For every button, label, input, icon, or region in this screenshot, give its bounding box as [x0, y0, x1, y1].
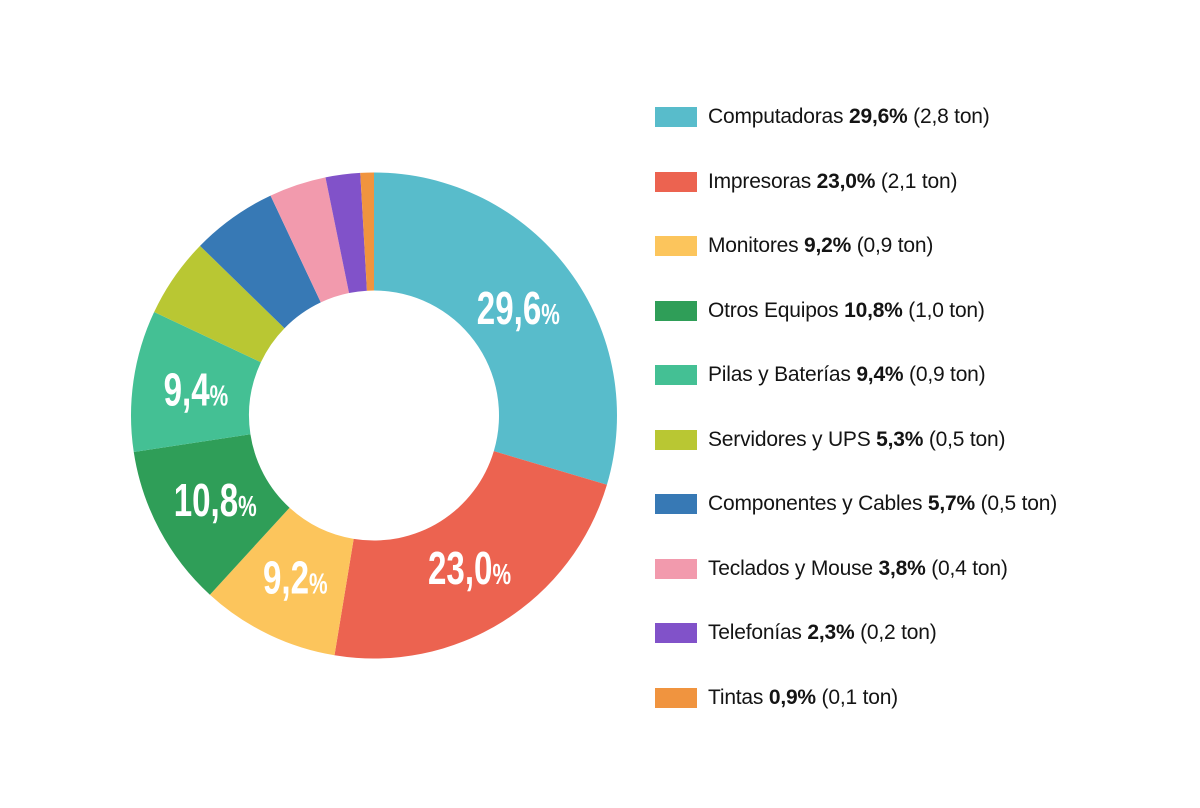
legend-swatch — [655, 365, 697, 386]
legend-label: Pilas y Baterías 9,4% (0,9 ton) — [708, 363, 986, 387]
slice-label-monitores: 9,2% — [263, 553, 328, 603]
pie-slice-monitores — [209, 507, 354, 656]
legend-item-telefonias: Telefonías 2,3% (0,2 ton) — [655, 601, 1057, 666]
legend-item-componentes-y-cables: Componentes y Cables 5,7% (0,5 ton) — [655, 472, 1057, 537]
legend-swatch — [655, 687, 697, 708]
legend-item-tintas: Tintas 0,9% (0,1 ton) — [655, 666, 1057, 731]
legend-label: Servidores y UPS 5,3% (0,5 ton) — [708, 427, 1006, 451]
legend-item-otros-equipos: Otros Equipos 10,8% (1,0 ton) — [655, 279, 1057, 344]
pie-slice-componentes-y-cables — [200, 195, 321, 329]
legend-label: Componentes y Cables 5,7% (0,5 ton) — [708, 492, 1058, 516]
legend-label: Monitores 9,2% (0,9 ton) — [708, 234, 934, 258]
legend-item-monitores: Monitores 9,2% (0,9 ton) — [655, 214, 1057, 279]
slice-label-pilas-y-baterias: 9,4% — [164, 365, 229, 415]
legend-swatch — [655, 171, 697, 192]
legend-label: Teclados y Mouse 3,8% (0,4 ton) — [708, 556, 1008, 580]
slice-label-otros-equipos: 10,8% — [174, 476, 257, 526]
chart-legend: Computadoras 29,6% (2,8 ton) Impresoras 2… — [655, 85, 1057, 730]
legend-label: Tintas 0,9% (0,1 ton) — [708, 685, 898, 709]
legend-label: Telefonías 2,3% (0,2 ton) — [708, 621, 937, 645]
legend-item-servidores-y-ups: Servidores y UPS 5,3% (0,5 ton) — [655, 408, 1057, 473]
pie-slice-servidores-y-ups — [154, 245, 285, 363]
pie-slice-impresoras — [334, 451, 607, 659]
legend-swatch — [655, 494, 697, 515]
legend-swatch — [655, 236, 697, 257]
legend-swatch — [655, 300, 697, 321]
legend-item-computadoras: Computadoras 29,6% (2,8 ton) — [655, 85, 1057, 150]
pie-slice-telefonias — [325, 172, 367, 294]
legend-swatch — [655, 107, 697, 128]
legend-swatch — [655, 558, 697, 579]
legend-swatch — [655, 623, 697, 644]
legend-item-teclados-y-mouse: Teclados y Mouse 3,8% (0,4 ton) — [655, 537, 1057, 602]
legend-item-impresoras: Impresoras 23,0% (2,1 ton) — [655, 150, 1057, 215]
slice-label-computadoras: 29,6% — [477, 284, 560, 334]
slice-label-impresoras: 23,0% — [428, 544, 511, 594]
legend-label: Impresoras 23,0% (2,1 ton) — [708, 169, 958, 193]
legend-swatch — [655, 429, 697, 450]
pie-slice-teclados-y-mouse — [270, 177, 350, 303]
legend-label: Otros Equipos 10,8% (1,0 ton) — [708, 298, 985, 322]
pie-slice-otros-equipos — [133, 434, 290, 595]
pie-slice-computadoras — [374, 172, 617, 485]
pie-slice-pilas-y-baterias — [131, 312, 261, 452]
legend-label: Computadoras 29,6% (2,8 ton) — [708, 105, 990, 129]
pie-slice-tintas — [360, 172, 374, 291]
legend-item-pilas-y-baterias: Pilas y Baterías 9,4% (0,9 ton) — [655, 343, 1057, 408]
